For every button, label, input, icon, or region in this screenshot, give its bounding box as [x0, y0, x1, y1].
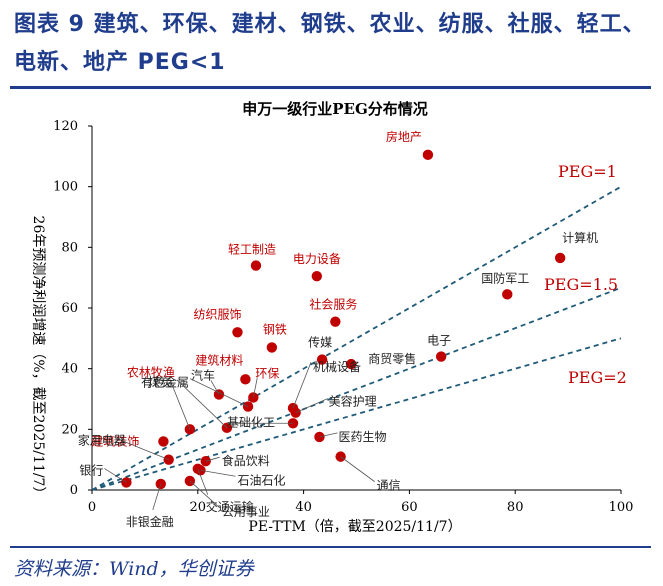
label-leader-line — [200, 469, 236, 477]
chart-title: 申万一级行业PEG分布情况 — [242, 100, 428, 118]
source-note: 资料来源：Wind，华创证券 — [14, 558, 254, 580]
label-leader-line — [176, 379, 228, 429]
label-leader-line — [114, 437, 169, 461]
data-point — [232, 327, 243, 338]
y-tick-label: 20 — [61, 422, 78, 437]
data-point — [346, 358, 357, 370]
data-point-label: 国防军工 — [481, 270, 529, 285]
peg-reference-line — [91, 286, 622, 491]
peg-reference-line — [91, 185, 622, 491]
label-leader-line — [319, 432, 338, 438]
y-tick-label: 100 — [53, 180, 78, 195]
bottom-divider — [10, 546, 651, 548]
label-leader-line — [189, 378, 249, 407]
x-tick-label: 20 — [190, 500, 207, 515]
y-tick-label: 40 — [61, 362, 78, 377]
data-point — [335, 451, 346, 462]
peg-line-label: PEG=2 — [568, 368, 627, 387]
x-axis-label: PE-TTM（倍，截至2025/11/7） — [248, 519, 461, 535]
data-point-label: 轻工制造 — [228, 243, 276, 257]
y-tick-label: 120 — [53, 119, 78, 134]
data-point-label: 家用电器 — [78, 433, 126, 448]
scatter-chart: PEG=1 PEG=1.5 PEG=2 0 20 40 60 80 100 0 20 40 60 80 1… — [30, 100, 634, 535]
data-point-label: 房地产 — [386, 129, 422, 144]
data-point — [311, 270, 323, 282]
label-leader-line — [295, 398, 328, 414]
y-tick-label: 60 — [61, 301, 78, 316]
y-tick-label: 0 — [70, 483, 78, 498]
data-point-label: 计算机 — [562, 230, 598, 245]
data-point-label: 石油石化 — [237, 473, 285, 487]
x-tick-label: 60 — [401, 500, 418, 515]
data-point-label: 社会服务 — [309, 297, 357, 312]
data-point-label: 传媒 — [308, 335, 332, 350]
label-leader-line — [197, 468, 209, 495]
y-tick-label: 80 — [61, 240, 78, 255]
data-point-label: 纺织服饰 — [193, 307, 241, 321]
figure-title: 图表 9 建筑、环保、建材、钢铁、农业、纺服、社服、轻工、电新、地产 PEG<1 — [14, 12, 646, 75]
data-point-label: 医药生物 — [338, 430, 386, 444]
data-point-label: 银行 — [79, 463, 103, 477]
data-point — [314, 431, 325, 443]
label-leader-line — [252, 377, 258, 398]
data-point — [316, 354, 328, 365]
x-tick-label: 80 — [507, 500, 524, 515]
data-point-label: 钢铁 — [263, 322, 287, 336]
data-point-label: 基础化工 — [227, 415, 275, 429]
data-point — [330, 316, 341, 327]
data-point — [422, 149, 434, 161]
data-point-label: 电子 — [427, 334, 451, 348]
data-point-label: 商贸零售 — [368, 351, 416, 366]
top-divider — [10, 86, 651, 89]
data-point — [155, 478, 166, 490]
label-leader-line — [189, 480, 221, 509]
peg-line-label: PEG=1.5 — [544, 275, 618, 294]
x-tick-label: 100 — [609, 500, 634, 515]
data-point-label: 非银金融 — [126, 514, 174, 529]
data-point — [240, 374, 251, 385]
data-point-label: 交通运输 — [206, 499, 254, 514]
label-leader-line — [169, 379, 191, 430]
data-point — [250, 260, 262, 271]
x-tick-label: 0 — [88, 500, 96, 515]
label-leader-line — [205, 456, 220, 462]
data-point-label: 农林牧渔 — [127, 365, 175, 379]
label-leader-line — [340, 456, 375, 482]
data-point-label: 建筑装饰 — [91, 433, 139, 448]
data-point-label: 公用事业 — [222, 505, 270, 519]
x-tick-label: 40 — [295, 500, 312, 515]
data-point-label: 食品饮料 — [222, 453, 270, 468]
data-point-label: 机械设备 — [313, 359, 361, 374]
data-point-label: 建筑材料 — [195, 352, 243, 367]
data-point — [158, 436, 169, 447]
y-axis-label: 26年预测净利润增速（%，截至2025/11/7） — [30, 216, 46, 501]
peg-line-label: PEG=1 — [558, 162, 617, 181]
data-point-label: 美容护理 — [329, 394, 377, 409]
data-point — [554, 252, 566, 264]
label-leader-line — [104, 468, 127, 483]
data-point-label: 有色金属 — [141, 375, 189, 390]
data-point — [266, 342, 278, 353]
peg-reference-line — [91, 337, 622, 491]
data-point-label: 煤炭 — [148, 375, 172, 389]
label-leader-line — [292, 361, 312, 409]
data-point-label: 电力设备 — [293, 252, 341, 266]
data-point-label: 汽车 — [191, 367, 215, 382]
data-point-label: 环保 — [255, 366, 279, 380]
data-point — [435, 351, 447, 362]
data-point-label: 通信 — [377, 479, 401, 493]
data-point — [290, 407, 301, 418]
data-point — [502, 289, 513, 300]
label-leader-line — [152, 483, 162, 511]
